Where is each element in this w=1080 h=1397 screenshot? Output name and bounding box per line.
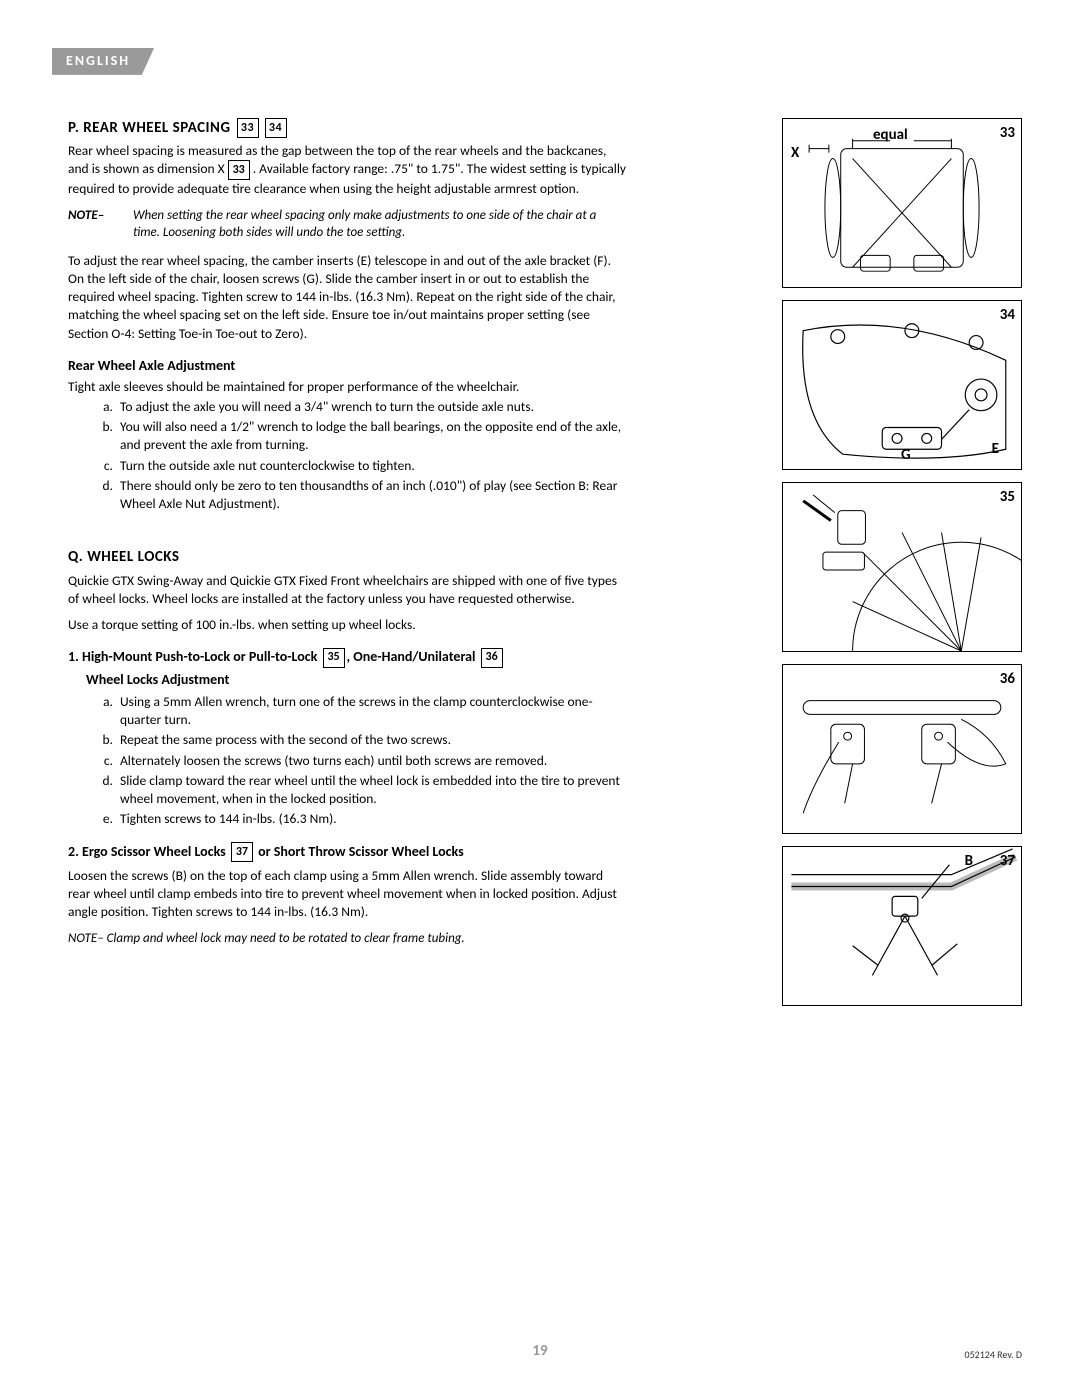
q-item2-para: Loosen the screws (B) on the top of each… (68, 867, 628, 922)
figure-35: 35 (782, 482, 1022, 652)
heading-text: Q. WHEEL LOCKS (68, 547, 179, 567)
bold-text: 1. High-Mount Push-to-Lock or Pull-to-Lo… (68, 648, 321, 665)
figure-number: 33 (1000, 123, 1015, 143)
note-body: When setting the rear wheel spacing only… (133, 207, 613, 242)
list-item: Alternately loosen the screws (two turns… (116, 752, 628, 770)
figure-36-svg (783, 665, 1021, 833)
label-x: X (791, 143, 799, 163)
section-q-para1: Quickie GTX Swing-Away and Quickie GTX F… (68, 572, 628, 608)
rear-wheel-axle-heading: Rear Wheel Axle Adjustment (68, 357, 628, 376)
q-note: NOTE– Clamp and wheel lock may need to b… (68, 930, 628, 948)
note-label: NOTE– (68, 207, 130, 225)
language-tab: ENGLISH (52, 48, 154, 75)
list-item: Turn the outside axle nut counterclockwi… (116, 457, 628, 475)
list-item: There should only be zero to ten thousan… (116, 477, 628, 513)
figure-37: 37 B (782, 846, 1022, 1006)
section-p-heading: P. REAR WHEEL SPACING 33 34 (68, 118, 628, 138)
list-item: You will also need a 1/2" wrench to lodg… (116, 418, 628, 454)
figure-34: 34 E G (782, 300, 1022, 470)
ref-box-36: 36 (481, 648, 503, 668)
list-item: Using a 5mm Allen wrench, turn one of th… (116, 693, 628, 729)
figure-35-svg (783, 483, 1021, 651)
q-item1-list: Using a 5mm Allen wrench, turn one of th… (68, 693, 628, 829)
ref-box-37: 37 (231, 842, 253, 862)
section-q-para2: Use a torque setting of 100 in.-lbs. whe… (68, 616, 628, 634)
list-item: Slide clamp toward the rear wheel until … (116, 772, 628, 808)
list-item: Repeat the same process with the second … (116, 731, 628, 749)
bold-text: 2. Ergo Scissor Wheel Locks (68, 843, 229, 860)
axle-intro: Tight axle sleeves should be maintained … (68, 378, 628, 396)
heading-text: P. REAR WHEEL SPACING (68, 118, 231, 138)
q-item1-heading: 1. High-Mount Push-to-Lock or Pull-to-Lo… (68, 646, 628, 691)
bold-text: , One-Hand/Unilateral (347, 648, 479, 665)
figure-37-svg (783, 847, 1021, 1005)
page: ENGLISH P. REAR WHEEL SPACING 33 34 Rear… (0, 0, 1080, 1397)
bold-text: Wheel Locks Adjustment (68, 671, 229, 688)
axle-list: To adjust the axle you will need a 3/4" … (68, 398, 628, 513)
figure-number: 34 (1000, 305, 1015, 325)
label-e: E (992, 439, 999, 459)
ref-box-35: 35 (323, 648, 345, 668)
list-item: Tighten screws to 144 in-lbs. (16.3 Nm). (116, 810, 628, 828)
ref-box-33: 33 (237, 118, 259, 138)
label-b: B (965, 851, 973, 871)
ref-box-34: 34 (265, 118, 287, 138)
section-p-para2: To adjust the rear wheel spacing, the ca… (68, 252, 628, 343)
label-equal: equal (873, 125, 908, 145)
bold-text: or Short Throw Scissor Wheel Locks (255, 843, 464, 860)
figure-number: 35 (1000, 487, 1015, 507)
figures-column: 33 X equal (782, 118, 1022, 1018)
main-content: P. REAR WHEEL SPACING 33 34 Rear wheel s… (68, 118, 628, 955)
figure-36: 36 (782, 664, 1022, 834)
section-q-heading: Q. WHEEL LOCKS (68, 547, 628, 567)
revision-label: 052124 Rev. D (965, 1348, 1023, 1362)
page-number: 19 (0, 1341, 1080, 1361)
label-g: G (901, 445, 911, 465)
figure-33: 33 X equal (782, 118, 1022, 288)
section-p-para1: Rear wheel spacing is measured as the ga… (68, 142, 628, 198)
figure-number: 36 (1000, 669, 1015, 689)
figure-number: 37 (1000, 851, 1015, 871)
note-block: NOTE– When setting the rear wheel spacin… (68, 207, 628, 242)
ref-box-inline-33: 33 (228, 160, 250, 180)
q-item2-heading: 2. Ergo Scissor Wheel Locks 37 or Short … (68, 841, 628, 863)
list-item: To adjust the axle you will need a 3/4" … (116, 398, 628, 416)
